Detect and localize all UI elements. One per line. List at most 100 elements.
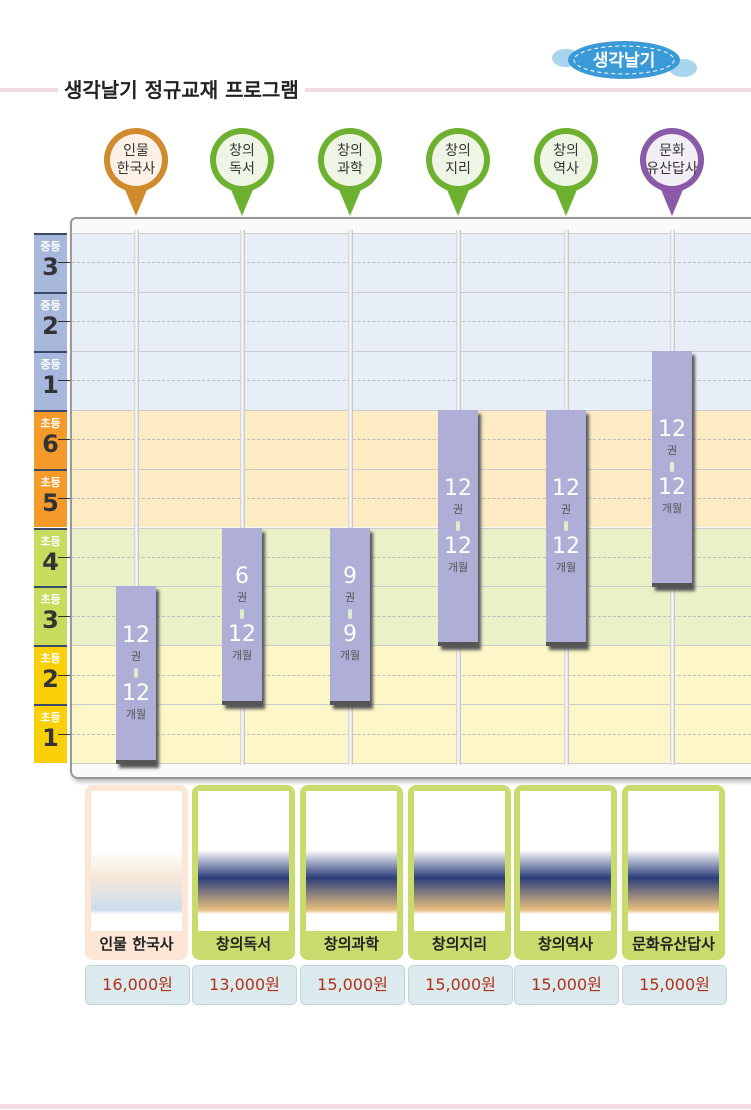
row-midline <box>72 498 751 500</box>
grade-label: 초등 3 <box>34 586 67 646</box>
grade-stage: 중등 <box>40 240 61 253</box>
grade-stage: 중등 <box>40 298 61 312</box>
row-separator <box>72 409 751 411</box>
grade-tick <box>58 439 70 441</box>
month-unit: 개월 <box>125 708 147 722</box>
grade-stage: 초등 <box>40 711 61 725</box>
grade-number: 3 <box>42 606 59 635</box>
duration-bar: 9 권 9 개월 <box>330 527 370 706</box>
grade-stage: 초등 <box>40 652 61 666</box>
book-price: 15,000원 <box>622 965 727 1005</box>
row-midline <box>72 615 751 617</box>
book-unit: 권 <box>344 591 356 605</box>
book-count: 6 <box>235 564 249 590</box>
row-midline <box>72 380 751 382</box>
row-separator <box>72 233 751 234</box>
grade-stage: 중등 <box>40 357 61 371</box>
book-count: 12 <box>122 623 150 649</box>
book-price: 15,000원 <box>514 965 619 1005</box>
pin-label: 창의 역사 <box>540 134 592 186</box>
header-rule <box>0 88 751 92</box>
pin-label: 문화 유산답사 <box>646 134 698 186</box>
program-pin[interactable]: 창의 지리 <box>426 128 490 218</box>
row-separator <box>72 291 751 293</box>
month-count: 12 <box>122 681 150 707</box>
book-price: 13,000원 <box>192 965 297 1005</box>
book-name: 창의과학 <box>323 935 380 953</box>
grade-label: 초등 5 <box>34 468 67 528</box>
logo-cloud: 생각날기 <box>552 41 697 79</box>
book-card[interactable]: 창의역사 <box>514 785 617 960</box>
book-card[interactable]: 창의독서 <box>192 785 295 960</box>
month-count: 12 <box>552 533 580 559</box>
book-count: 12 <box>552 475 580 501</box>
grade-label: 초등 1 <box>34 704 67 764</box>
pin-line2: 한국사 <box>116 161 156 177</box>
pin-line1: 창의 <box>229 143 255 159</box>
grade-tick <box>58 321 70 323</box>
book-card[interactable]: 문화유산답사 <box>622 785 725 960</box>
grade-stage: 초등 <box>40 534 61 548</box>
program-rod <box>134 230 139 765</box>
grade-band <box>72 645 751 705</box>
pin-label: 창의 과학 <box>324 134 376 186</box>
month-unit: 개월 <box>339 649 361 663</box>
book-name: 문화유산답사 <box>632 935 715 953</box>
grade-tick <box>58 733 70 735</box>
pin-label: 창의 독서 <box>216 134 268 186</box>
row-midline <box>72 439 751 441</box>
program-pin[interactable]: 창의 역사 <box>534 128 598 218</box>
pin-label: 창의 지리 <box>432 134 484 186</box>
grade-number: 2 <box>42 665 59 694</box>
grade-band <box>72 468 751 528</box>
duration-bar: 12 권 12 개월 <box>116 586 156 765</box>
grade-number: 5 <box>42 488 59 517</box>
grade-band <box>72 291 751 351</box>
grade-number: 2 <box>42 311 59 340</box>
row-separator <box>72 350 751 352</box>
book-cover-image <box>628 791 719 931</box>
grade-tick <box>58 498 70 500</box>
grade-tick <box>58 674 70 676</box>
book-card[interactable]: 창의과학 <box>300 785 403 960</box>
pin-line1: 창의 <box>337 143 363 159</box>
duration-bar: 12 권 12 개월 <box>652 350 692 588</box>
book-cover-image <box>306 791 397 931</box>
book-unit: 권 <box>130 650 142 664</box>
divider-icon <box>348 609 352 620</box>
pin-line1: 인물 <box>123 143 149 159</box>
grade-stage: 초등 <box>40 416 61 430</box>
pin-line1: 창의 <box>553 143 579 159</box>
book-name: 창의역사 <box>537 935 594 953</box>
program-pin[interactable]: 창의 과학 <box>318 128 382 218</box>
program-pin[interactable]: 창의 독서 <box>210 128 274 218</box>
month-count: 12 <box>658 475 686 501</box>
grade-band <box>72 409 751 469</box>
row-midline <box>72 262 751 264</box>
row-separator <box>72 645 751 647</box>
row-separator <box>72 763 751 765</box>
book-name: 창의지리 <box>431 935 488 953</box>
row-midline <box>72 321 751 323</box>
book-price: 15,000원 <box>408 965 513 1005</box>
grade-number: 1 <box>42 370 59 399</box>
program-pin[interactable]: 문화 유산답사 <box>640 128 704 218</box>
divider-icon <box>670 462 674 473</box>
book-cover-image <box>198 791 289 931</box>
row-midline <box>72 556 751 558</box>
grade-number: 6 <box>42 429 59 458</box>
page-title: 생각날기 정규교재 프로그램 <box>58 74 305 103</box>
book-unit: 권 <box>560 502 572 516</box>
book-count: 12 <box>658 417 686 443</box>
book-card[interactable]: 창의지리 <box>408 785 511 960</box>
grade-number: 1 <box>42 724 59 753</box>
month-unit: 개월 <box>231 649 253 663</box>
book-name: 인물 한국사 <box>99 935 174 953</box>
book-price: 16,000원 <box>85 965 190 1005</box>
book-cover-image <box>91 791 182 931</box>
book-count: 9 <box>343 564 357 590</box>
book-card[interactable]: 인물 한국사 <box>85 785 188 960</box>
book-name: 창의독서 <box>215 935 272 953</box>
